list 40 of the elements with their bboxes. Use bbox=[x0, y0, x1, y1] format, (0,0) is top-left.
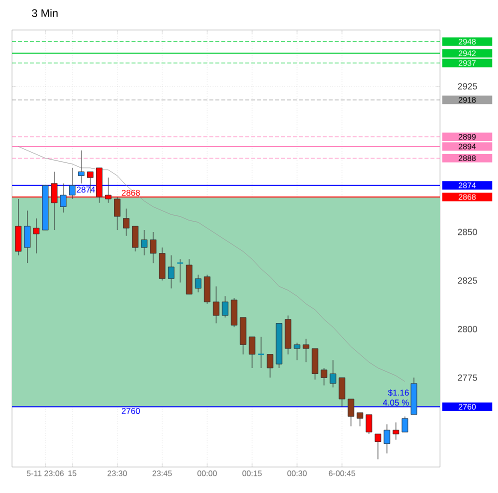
candlestick bbox=[384, 424, 390, 454]
candlestick bbox=[194, 274, 202, 292]
candlestick bbox=[24, 210, 31, 264]
y-tick-label: 2775 bbox=[458, 374, 478, 381]
candlestick bbox=[60, 183, 66, 213]
candlestick bbox=[266, 354, 274, 378]
candlestick bbox=[294, 342, 300, 360]
candlestick bbox=[150, 232, 156, 264]
candlestick bbox=[320, 368, 328, 386]
candlestick bbox=[222, 296, 228, 318]
candlestick bbox=[33, 218, 40, 254]
candlestick bbox=[356, 412, 364, 427]
candlestick bbox=[402, 416, 408, 432]
candlestick bbox=[338, 377, 346, 408]
candlestick bbox=[366, 414, 372, 434]
candlestick bbox=[348, 398, 354, 427]
chart-title: 3 Min bbox=[32, 8, 58, 18]
candlestick bbox=[248, 336, 256, 368]
candlestick bbox=[132, 226, 138, 252]
candlestick bbox=[176, 258, 184, 283]
candlestick bbox=[212, 286, 220, 324]
annotation: 2868 bbox=[122, 190, 140, 196]
candlestick bbox=[140, 230, 148, 256]
candlestick bbox=[122, 208, 130, 236]
annotation: $1.16 bbox=[388, 389, 409, 396]
y-tick-label: 2825 bbox=[458, 277, 478, 284]
candlestick bbox=[114, 196, 120, 230]
candlestick bbox=[69, 168, 76, 200]
y-tick-label: 2800 bbox=[458, 326, 478, 332]
candlestick bbox=[257, 336, 265, 368]
candlestick bbox=[78, 150, 84, 184]
annotation: 2760 bbox=[122, 408, 140, 414]
candlestick bbox=[392, 422, 400, 440]
y-tick-label: 2925 bbox=[458, 83, 478, 90]
candlestick bbox=[168, 254, 174, 289]
y-tick-label: 2850 bbox=[458, 228, 478, 236]
candlestick bbox=[302, 338, 310, 362]
candlestick bbox=[330, 360, 336, 388]
annotation: 4.05 % bbox=[382, 400, 409, 406]
candlestick bbox=[374, 434, 382, 460]
